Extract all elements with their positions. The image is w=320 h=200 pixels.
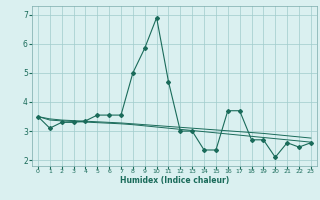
X-axis label: Humidex (Indice chaleur): Humidex (Indice chaleur)	[120, 176, 229, 185]
